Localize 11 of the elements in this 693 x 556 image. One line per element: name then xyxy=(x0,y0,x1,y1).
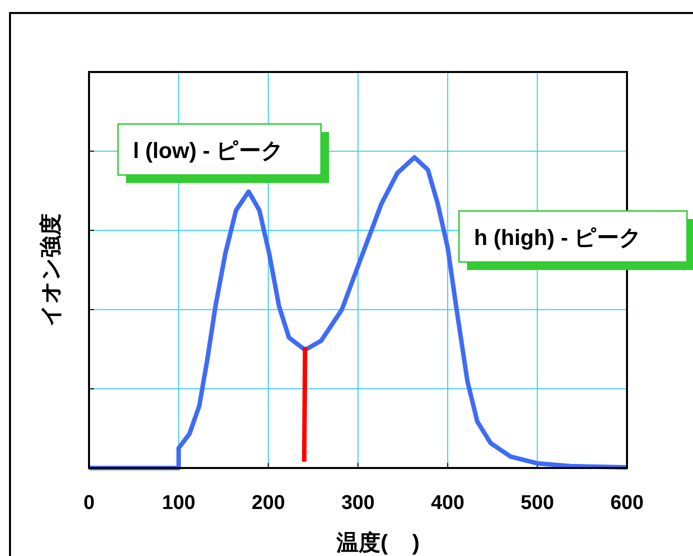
x-tick-label: 200 xyxy=(252,492,286,514)
x-tick-label: 300 xyxy=(341,492,375,514)
y-axis-title: イオン強度 xyxy=(38,214,63,326)
annotation: l (low) - ピーク xyxy=(133,138,284,163)
x-tick-label: 0 xyxy=(83,492,95,514)
x-tick-label: 400 xyxy=(430,492,464,514)
x-tick-label: 500 xyxy=(520,492,554,514)
x-tick-label: 600 xyxy=(610,492,644,514)
annotation: h (high) - ピーク xyxy=(474,225,642,250)
x-axis-title: 温度( ) xyxy=(335,530,420,555)
x-tick-label: 100 xyxy=(162,492,196,514)
